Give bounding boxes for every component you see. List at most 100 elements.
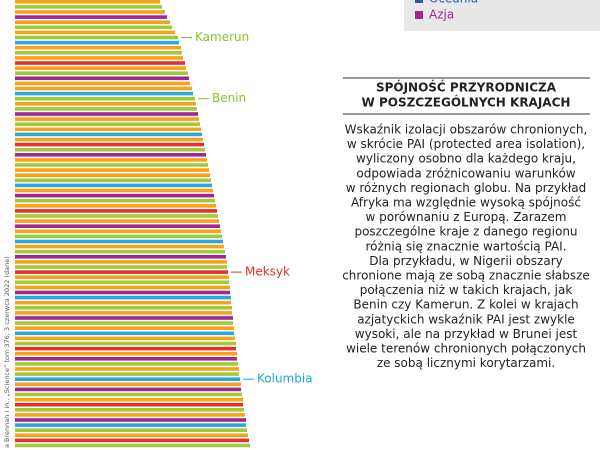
bar: [15, 209, 217, 213]
bar: [15, 178, 211, 183]
box-title: W POSZCZEGÓLNYCH KRAJACH: [362, 95, 571, 110]
bar: [15, 132, 202, 137]
bar: [15, 311, 232, 315]
bar: [15, 0, 160, 4]
bar: [15, 260, 227, 264]
bar: [15, 30, 175, 35]
bar: [15, 76, 189, 81]
bar: [15, 86, 192, 91]
source-note: a Brennan i in., „Science” tom 376; 3 cz…: [3, 256, 11, 448]
bar: [15, 122, 200, 126]
legend-label: Azja: [429, 8, 454, 22]
bar: [15, 275, 229, 279]
bar: [15, 137, 203, 142]
bar: [15, 81, 190, 86]
bar: [15, 367, 239, 371]
bar: [15, 45, 181, 50]
bar: [15, 408, 244, 412]
bar-label: Benin: [212, 91, 246, 105]
box-text: różnią się znacznie wartością PAI.: [365, 239, 566, 253]
bar: [15, 382, 241, 387]
bar: [15, 51, 182, 55]
bar: [15, 249, 225, 254]
bar: [15, 418, 246, 422]
bar: [15, 402, 243, 407]
box-text: w porównaniu z Europą. Zarazem: [366, 210, 567, 224]
bar: [15, 392, 242, 397]
bar: [15, 423, 246, 427]
bar: [15, 117, 199, 121]
bar: [15, 183, 212, 188]
box-text: chronione mają ze sobą znacznie słabsze: [342, 269, 590, 283]
legend-box: [404, 0, 600, 31]
box-text: azjatyckich wskaźnik PAI jest zwykle: [357, 312, 575, 326]
bar: [15, 346, 236, 351]
bar: [15, 413, 245, 417]
bar: [15, 438, 249, 443]
box-text: w różnych regionach globu. Na przykład: [346, 181, 587, 195]
bar: [15, 40, 179, 45]
bar: [15, 224, 220, 228]
bar: [15, 239, 223, 244]
box-text: połączenia niż w takich krajach, jak: [360, 283, 573, 297]
bar: [15, 321, 233, 325]
bar: [15, 290, 230, 295]
bar-label: Meksyk: [245, 265, 290, 279]
bar: [15, 25, 172, 30]
bar: [15, 244, 224, 249]
bar: [15, 102, 196, 106]
bar: [15, 20, 170, 24]
box-text: Dla przykładu, w Nigerii obszary: [369, 254, 563, 268]
bar: [15, 341, 236, 346]
bar: [15, 295, 231, 300]
bar: [15, 56, 183, 60]
bar: [15, 142, 204, 147]
bar: [15, 265, 227, 269]
box-title: SPÓJNOŚĆ PRZYRODNICZA: [376, 80, 557, 95]
bar: [15, 96, 195, 101]
legend-label: Oceania: [429, 0, 478, 6]
legend-swatch: [415, 0, 423, 3]
bar: [15, 316, 233, 320]
bar: [15, 91, 193, 96]
box-text: poszczególne kraje z danego regionu: [354, 225, 577, 239]
bar: [15, 336, 235, 341]
box-text: Afryka ma względnie wysoką spójność: [351, 196, 581, 210]
bar: [15, 285, 230, 290]
legend-swatch: [415, 11, 423, 19]
bar: [15, 147, 205, 152]
bar: [15, 270, 228, 274]
bar: [15, 229, 221, 234]
box-text: wyliczony osobno dla każdego kraju,: [356, 152, 576, 166]
bar: [15, 255, 226, 259]
bar: [15, 351, 237, 356]
bar: [15, 280, 229, 285]
bar: [15, 163, 208, 167]
bar: [15, 219, 219, 223]
bar: [15, 107, 197, 111]
bar-label: Kamerun: [195, 30, 249, 44]
box-text: wysoki, ale na przykład w Brunei jest: [355, 327, 578, 341]
bar: [15, 198, 215, 203]
bar: [15, 5, 162, 9]
box-text: odpowiada zróżnicowaniu warunków: [356, 166, 575, 180]
bar: [15, 326, 234, 330]
box-text: w skrócie PAI (protected area isolation)…: [347, 137, 585, 151]
bar: [15, 428, 247, 432]
bar: [15, 443, 250, 448]
bar: [15, 331, 234, 336]
bar: [15, 204, 216, 208]
bar: [15, 61, 185, 65]
bar: [15, 35, 178, 40]
bar: [15, 234, 222, 239]
bar: [15, 300, 231, 305]
bar: [15, 387, 241, 392]
bar: [15, 153, 206, 157]
bar-label: Kolumbia: [257, 372, 313, 386]
box-text: Wskaźnik izolacji obszarów chronionych,: [345, 123, 588, 137]
bar: [15, 71, 188, 75]
bar: [15, 66, 186, 70]
box-text: wiele terenów chronionych połączonych: [346, 342, 586, 356]
bar: [15, 377, 240, 381]
